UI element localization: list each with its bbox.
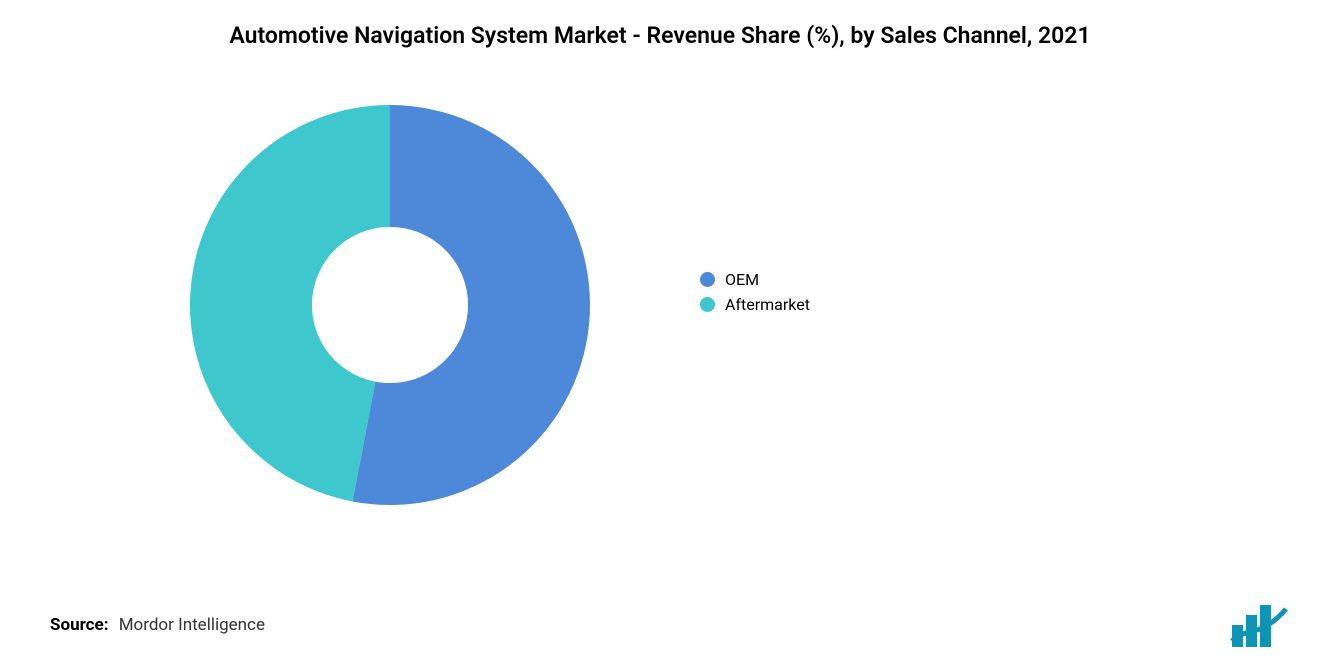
legend-label-oem: OEM	[725, 270, 759, 289]
legend-swatch-oem	[700, 272, 715, 287]
chart-title: Automotive Navigation System Market - Re…	[200, 0, 1120, 51]
source-label: Source:	[50, 615, 108, 635]
source-line: Source: Mordor Intelligence	[50, 615, 265, 635]
donut-chart	[190, 105, 590, 505]
legend: OEM Aftermarket	[700, 270, 810, 320]
legend-swatch-aftermarket	[700, 297, 715, 312]
legend-item-aftermarket: Aftermarket	[700, 295, 810, 314]
legend-item-oem: OEM	[700, 270, 810, 289]
chart-container: Automotive Navigation System Market - Re…	[0, 0, 1320, 665]
source-text: Mordor Intelligence	[119, 615, 265, 635]
donut-hole	[312, 227, 468, 383]
legend-label-aftermarket: Aftermarket	[725, 295, 810, 314]
brand-logo-icon	[1230, 605, 1288, 647]
